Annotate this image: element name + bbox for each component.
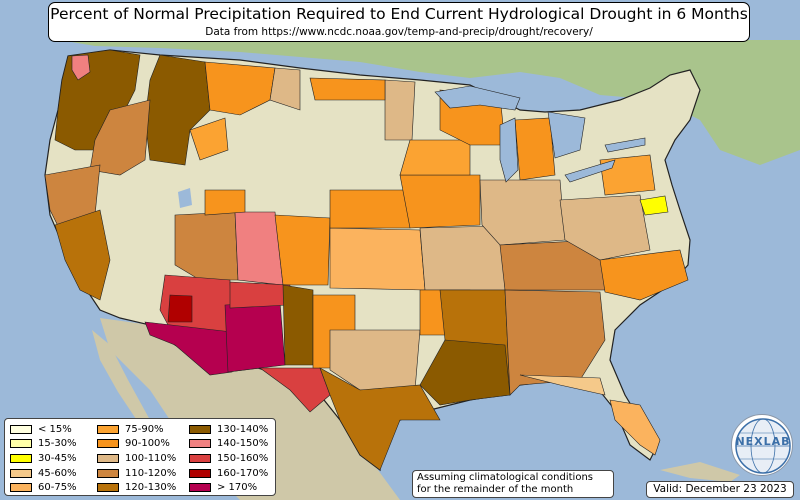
region-montana	[204, 61, 276, 116]
cuba-island	[660, 462, 740, 482]
legend-label: 30-45%	[38, 452, 77, 464]
legend-swatch	[10, 424, 32, 434]
legend-label: 15-30%	[38, 438, 77, 450]
legend-item: 90-100%	[97, 437, 176, 452]
legend-label: < 15%	[38, 423, 72, 435]
region-carolinas	[599, 249, 689, 301]
legend-label: 75-90%	[125, 423, 164, 435]
region-montana-e	[269, 67, 301, 111]
legend-item: < 15%	[10, 422, 77, 437]
lake-huron	[547, 111, 586, 159]
region-colorado-east	[274, 214, 331, 286]
legend-item: 45-60%	[10, 466, 77, 481]
legend-swatch	[189, 483, 211, 493]
legend-swatch	[10, 483, 32, 493]
legend-swatch	[189, 439, 211, 449]
region-michigan	[514, 117, 556, 181]
legend: < 15% 15-30% 30-45% 45-60% 60-75% 75-90%…	[4, 418, 276, 496]
region-new-mexico-sw	[224, 301, 286, 373]
region-wy-south	[204, 189, 246, 216]
region-pennsylvania	[599, 154, 656, 196]
legend-item: 15-30%	[10, 437, 77, 452]
globe-icon	[735, 418, 791, 474]
region-kansas-ok	[329, 227, 426, 291]
legend-label: 150-160%	[217, 452, 269, 464]
region-dakotas-e	[384, 79, 416, 141]
legend-swatch	[97, 468, 119, 478]
region-gulf-coast	[419, 339, 511, 406]
region-new-mexico-c	[229, 281, 291, 309]
legend-item: 110-120%	[97, 466, 176, 481]
region-utah-colorado	[174, 211, 239, 281]
region-mn-iowa	[399, 174, 481, 229]
region-c-california	[54, 209, 111, 301]
legend-swatch	[189, 424, 211, 434]
canada-landmass	[60, 40, 800, 165]
lake-erie	[564, 159, 616, 183]
legend-label: > 170%	[217, 482, 258, 494]
region-florida-peninsula	[609, 399, 661, 456]
map-subtitle: Data from https://www.ncdc.noaa.gov/temp…	[205, 26, 593, 38]
legend-label: 140-150%	[217, 438, 269, 450]
legend-swatch	[97, 483, 119, 493]
legend-label: 90-100%	[125, 438, 170, 450]
lake-michigan	[499, 117, 519, 183]
great-salt-lake	[178, 188, 192, 208]
title-box: Percent of Normal Precipitation Required…	[48, 2, 750, 42]
region-wyoming	[189, 117, 229, 161]
region-nebraska	[329, 189, 411, 229]
mexico-landmass	[100, 318, 400, 500]
region-illinois-indiana	[479, 179, 566, 246]
region-maryland	[639, 195, 669, 216]
legend-label: 160-170%	[217, 467, 269, 479]
legend-swatch	[97, 439, 119, 449]
legend-item: 100-110%	[97, 451, 176, 466]
legend-swatch	[10, 439, 32, 449]
legend-item: 75-90%	[97, 422, 176, 437]
region-oregon-central	[89, 99, 151, 176]
legend-label: 45-60%	[38, 467, 77, 479]
legend-item: 160-170%	[189, 466, 268, 481]
legend-label: 120-130%	[125, 482, 177, 494]
note-line-1: Assuming climatological conditions	[417, 472, 593, 483]
lake-superior	[434, 85, 521, 111]
map-title: Percent of Normal Precipitation Required…	[50, 5, 748, 23]
region-arizona-deep	[167, 294, 193, 323]
legend-item: 30-45%	[10, 451, 77, 466]
legend-swatch	[189, 468, 211, 478]
logo-text: NEXLAB	[735, 435, 791, 448]
legend-swatch	[97, 453, 119, 463]
legend-swatch	[10, 453, 32, 463]
legend-item: 150-160%	[189, 451, 268, 466]
region-nd-ne	[309, 77, 386, 101]
valid-date: Valid: December 23 2023	[646, 481, 794, 498]
legend-swatch	[10, 468, 32, 478]
legend-item: 140-150%	[189, 437, 268, 452]
legend-label: 110-120%	[125, 467, 177, 479]
nexlab-logo: NEXLAB	[731, 414, 793, 476]
region-new-mexico-n	[282, 284, 314, 366]
legend-item: 130-140%	[189, 422, 268, 437]
legend-label: 60-75%	[38, 482, 77, 494]
region-florida-north	[519, 374, 606, 396]
legend-item: 120-130%	[97, 480, 176, 495]
region-texas-west	[259, 367, 331, 413]
legend-swatch	[189, 453, 211, 463]
legend-item: > 170%	[189, 480, 268, 495]
legend-swatch	[97, 424, 119, 434]
assumption-note: Assuming climatological conditions for t…	[412, 470, 614, 498]
legend-item: 60-75%	[10, 480, 77, 495]
baja-peninsula	[92, 330, 150, 425]
note-line-2: for the remainder of the month	[417, 484, 574, 495]
region-appalachia	[559, 194, 651, 261]
region-wa-coast	[71, 54, 91, 81]
legend-label: 100-110%	[125, 452, 177, 464]
lake-ontario	[604, 137, 646, 153]
region-texas-east	[319, 367, 441, 471]
region-iowa-n	[399, 139, 471, 176]
legend-label: 130-140%	[217, 423, 269, 435]
